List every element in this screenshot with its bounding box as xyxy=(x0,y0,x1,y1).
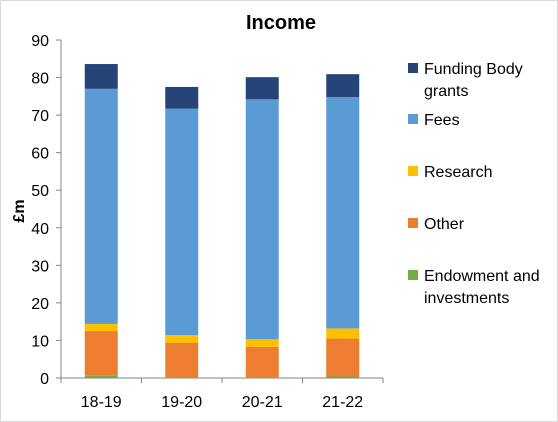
chart-title: Income xyxy=(246,12,316,34)
bar-segment xyxy=(165,342,199,378)
bar-segment xyxy=(245,99,279,340)
y-tick-label: 20 xyxy=(31,296,49,313)
bar-segment xyxy=(84,331,118,376)
y-tick-label: 50 xyxy=(31,183,49,200)
y-tick-label: 0 xyxy=(40,371,49,388)
bar-segment xyxy=(245,346,279,378)
bar-segment xyxy=(326,74,360,98)
y-tick-label: 80 xyxy=(31,71,49,88)
bar-segment xyxy=(165,335,199,343)
y-tick-label: 30 xyxy=(31,258,49,275)
bar-segment xyxy=(84,323,118,332)
y-tick-label: 90 xyxy=(31,33,49,50)
legend-label: investments xyxy=(424,290,509,307)
legend-label: Research xyxy=(424,164,492,181)
legend-swatch xyxy=(408,166,418,176)
bar-segment xyxy=(84,375,118,378)
y-tick-label: 40 xyxy=(31,221,49,238)
legend-label: grants xyxy=(424,83,468,100)
y-tick-label: 70 xyxy=(31,108,49,125)
x-axis-ticks: 18-19 19-20 20-21 21-22 xyxy=(60,378,384,411)
y-tick-label: 60 xyxy=(31,146,49,163)
legend-label: Fees xyxy=(424,112,460,129)
legend-swatch xyxy=(408,114,418,124)
x-tick-label: 18-19 xyxy=(81,394,122,411)
bar-segment xyxy=(326,376,360,378)
bars xyxy=(84,64,360,378)
legend: Funding Body grants Fees Research Other Endow… xyxy=(408,61,540,307)
bar-segment xyxy=(326,338,360,377)
x-tick-label: 21-22 xyxy=(322,394,363,411)
legend-label: Other xyxy=(424,216,465,233)
bar-segment xyxy=(326,97,360,329)
x-tick-label: 20-21 xyxy=(242,394,283,411)
legend-swatch xyxy=(408,218,418,228)
y-axis-ticks: 0 10 20 30 40 50 60 70 80 90 xyxy=(31,33,61,388)
bar-segment xyxy=(165,108,199,336)
bar-segment xyxy=(245,339,279,347)
legend-swatch xyxy=(408,63,418,73)
legend-label: Funding Body xyxy=(424,61,523,78)
y-axis-label: £m xyxy=(11,199,28,222)
bar-segment xyxy=(84,64,118,89)
bar-segment xyxy=(165,86,199,109)
y-tick-label: 10 xyxy=(31,333,49,350)
bar-segment xyxy=(245,77,279,100)
bar-segment xyxy=(84,88,118,324)
legend-label: Endowment and xyxy=(424,268,540,285)
x-tick-label: 19-20 xyxy=(161,394,202,411)
bar-segment xyxy=(326,328,360,339)
legend-swatch xyxy=(408,270,418,280)
